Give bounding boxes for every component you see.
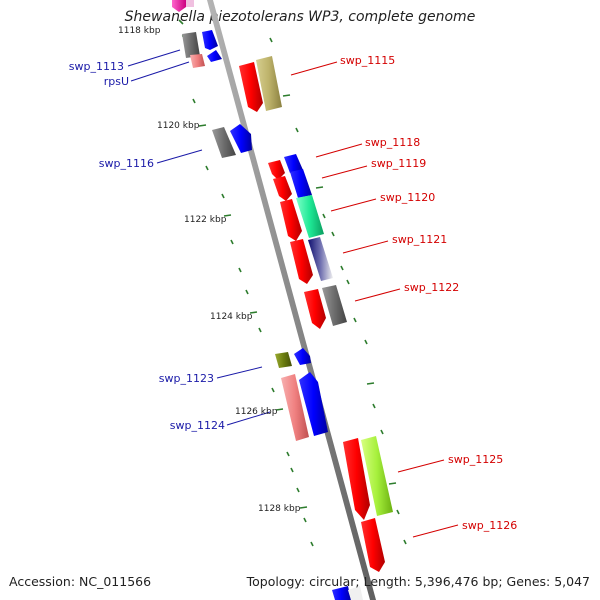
leader-lines [127,49,459,538]
gene-arrow[interactable] [294,348,311,365]
scale-label: 1128 kbp [258,504,301,514]
gene-arrow[interactable] [299,372,328,436]
gene-arrow[interactable] [212,127,236,158]
gene-label-swp-1121[interactable]: swp_1121 [392,233,447,246]
gene-arrow[interactable] [273,176,292,201]
gene-label-swp-1123[interactable]: swp_1123 [159,372,214,385]
scale-label: 1118 kbp [118,26,161,36]
gene-arrow[interactable] [361,436,393,516]
gene-label-swp-1122[interactable]: swp_1122 [404,281,459,294]
gene-arrow[interactable] [284,154,303,173]
gene-arrow[interactable] [190,54,205,68]
left-gene-labels: swp_1113 rpsU swp_1116 swp_1123 swp_1124 [69,60,225,432]
scale-label: 1120 kbp [157,121,200,131]
gene-label-swp-1115[interactable]: swp_1115 [340,54,395,67]
scale-label: 1122 kbp [184,215,227,225]
gene-arrow[interactable] [290,169,312,198]
gene-label-swp-1120[interactable]: swp_1120 [380,191,435,204]
gene-arrow[interactable] [239,62,263,112]
gene-arrow[interactable] [268,160,285,180]
gene-arrow[interactable] [275,352,292,368]
scale-label: 1124 kbp [210,312,253,322]
accession-text: Accession: NC_011566 [9,574,152,589]
genome-summary-text: Topology: circular; Length: 5,396,476 bp… [246,574,590,589]
gene-arrow[interactable] [322,285,347,326]
gene-label-swp-1116[interactable]: swp_1116 [99,157,154,170]
scale-tick-track [178,19,407,547]
gene-arrow[interactable] [186,0,194,7]
gene-arrow[interactable] [361,518,385,572]
gene-arrow[interactable] [280,199,302,241]
gene-arrows [172,0,393,600]
right-gene-labels: swp_1115 swp_1118 swp_1119 swp_1120 swp_… [340,54,517,532]
gene-arrow[interactable] [290,239,313,284]
gene-label-swp-1124[interactable]: swp_1124 [170,419,225,432]
gene-arrow[interactable] [308,237,333,281]
gene-arrow[interactable] [172,0,186,12]
gene-label-swp-1113[interactable]: swp_1113 [69,60,124,73]
gene-label-swp-1119[interactable]: swp_1119 [371,157,426,170]
gene-label-swp-1118[interactable]: swp_1118 [365,136,420,149]
gene-arrow[interactable] [343,438,370,520]
gene-label-swp-1125[interactable]: swp_1125 [448,453,503,466]
scale-label: 1126 kbp [235,407,278,417]
gene-arrow[interactable] [281,374,309,441]
gene-arrow[interactable] [182,32,200,58]
gene-arrow[interactable] [207,50,222,62]
gene-arrow[interactable] [348,586,363,600]
gene-arrow[interactable] [256,56,282,111]
gene-arrow[interactable] [332,586,351,600]
gene-arrow[interactable] [304,289,326,329]
scale-labels: 1118 kbp 1120 kbp 1122 kbp 1124 kbp 1126… [118,26,301,514]
gene-arrow[interactable] [296,195,324,238]
gene-arrow[interactable] [230,124,252,153]
gene-arrow[interactable] [202,30,218,50]
gene-label-swp-1126[interactable]: swp_1126 [462,519,517,532]
gene-label-rpsu[interactable]: rpsU [104,75,129,88]
